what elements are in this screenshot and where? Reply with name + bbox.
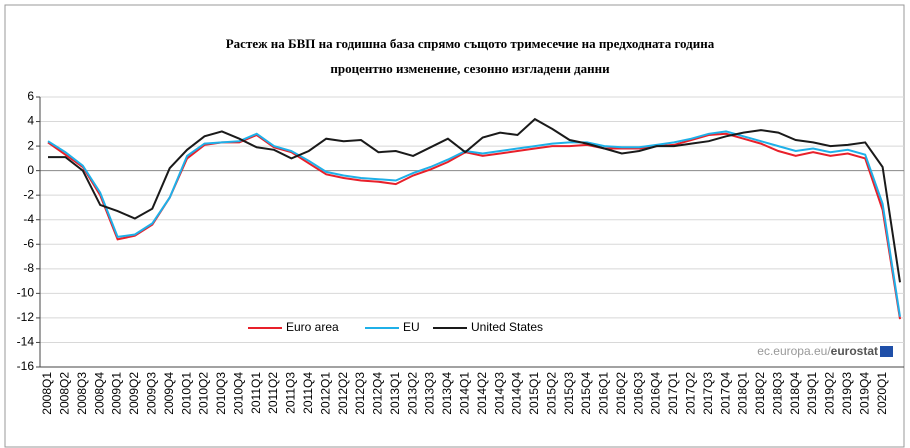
x-tick-label: 2020Q1 [875,372,889,415]
y-tick-label: -10 [17,286,35,300]
x-tick-label: 2017Q1 [666,372,680,415]
x-tick-label: 2017Q2 [684,372,698,415]
x-tick-label: 2014Q1 [457,372,471,415]
x-tick-label: 2008Q2 [58,372,72,415]
x-tick-label: 2013Q2 [405,372,419,415]
chart-title: Растеж на БВП на годишна база спрямо същ… [226,36,715,51]
x-tick-label: 2013Q1 [388,372,402,415]
y-tick-label: 4 [27,114,34,128]
legend-label: Euro area [286,320,339,334]
x-tick-label: 2015Q4 [579,372,593,415]
x-tick-label: 2013Q4 [440,372,454,415]
x-tick-label: 2019Q1 [805,372,819,415]
x-tick-label: 2019Q2 [823,372,837,415]
source-url: ec.europa.eu/ [757,344,831,358]
x-tick-label: 2011Q4 [301,372,315,414]
source: ec.europa.eu/eurostat [757,344,878,358]
y-tick-label: -14 [17,335,35,349]
x-tick-label: 2008Q3 [75,372,89,415]
y-tick-label: 0 [27,163,34,177]
x-tick-label: 2016Q3 [631,372,645,415]
x-tick-label: 2015Q1 [527,372,541,415]
y-tick-label: -8 [23,261,34,275]
source-brand: eurostat [831,344,878,358]
x-tick-label: 2016Q2 [614,372,628,415]
x-tick-label: 2014Q3 [492,372,506,415]
x-tick-label: 2012Q2 [336,372,350,415]
x-tick-label: 2015Q3 [562,372,576,415]
x-tick-label: 2017Q3 [701,372,715,415]
eu-flag [880,346,893,357]
y-tick-label: -6 [23,236,34,250]
y-tick-label: -2 [23,187,34,201]
x-tick-label: 2018Q3 [770,372,784,415]
x-tick-label: 2019Q4 [857,372,871,415]
chart-subtitle: процентно изменение, сезонно изгладени д… [330,61,610,76]
x-tick-label: 2010Q3 [214,372,228,415]
x-tick-label: 2017Q4 [718,372,732,415]
y-tick-label: -4 [23,212,34,226]
x-tick-label: 2008Q4 [92,372,106,415]
x-tick-label: 2012Q4 [371,372,385,415]
x-tick-label: 2014Q4 [510,372,524,415]
series-line [47,132,901,320]
x-tick-label: 2010Q1 [179,372,193,415]
y-tick-label: 2 [27,138,34,152]
x-tick-label: 2013Q3 [423,372,437,415]
x-tick-label: 2018Q2 [753,372,767,415]
x-tick-label: 2011Q1 [249,372,263,414]
x-tick-label: 2010Q2 [197,372,211,415]
x-tick-label: 2009Q2 [127,372,141,415]
x-tick-label: 2018Q4 [788,372,802,415]
x-tick-label: 2018Q1 [736,372,750,415]
legend-label: United States [471,320,543,334]
x-tick-label: 2009Q4 [162,372,176,415]
x-tick-label: 2011Q2 [266,372,280,414]
x-tick-label: 2016Q1 [597,372,611,415]
legend-label: EU [403,320,420,334]
series-line [47,130,901,317]
x-tick-label: 2012Q3 [353,372,367,415]
x-tick-label: 2011Q3 [284,372,298,414]
x-tick-label: 2009Q3 [144,372,158,415]
x-tick-label: 2014Q2 [475,372,489,415]
chart-frame [4,4,905,448]
x-tick-label: 2016Q4 [649,372,663,415]
y-tick-label: -16 [17,359,35,373]
x-tick-label: 2009Q1 [110,372,124,415]
series-line [48,117,901,283]
x-tick-label: 2019Q3 [840,372,854,415]
x-tick-label: 2008Q1 [40,372,54,415]
y-tick-label: 6 [27,89,34,103]
x-tick-label: 2010Q4 [231,372,245,415]
x-tick-label: 2012Q1 [318,372,332,415]
x-tick-label: 2015Q2 [544,372,558,415]
y-tick-label: -12 [17,310,35,324]
